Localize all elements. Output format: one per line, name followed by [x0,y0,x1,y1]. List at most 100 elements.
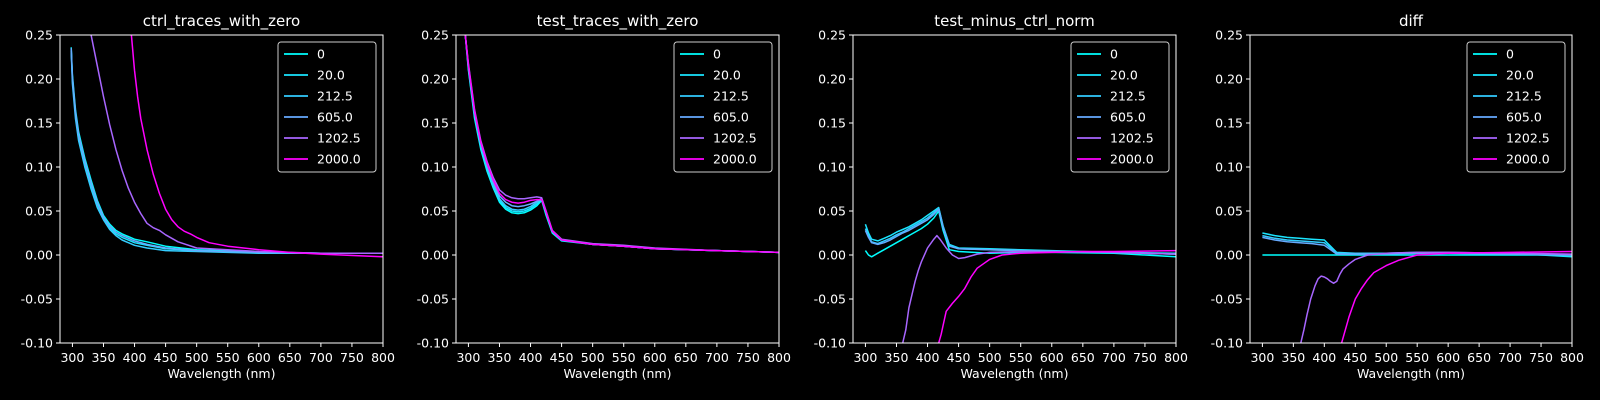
legend: 0 20.0 212.5 605.0 1202.5 2000.0 [673,41,773,173]
legend-entry: 1202.5 [1506,131,1550,146]
x-tick-label: 600 [643,350,667,365]
x-tick-label: 600 [1436,350,1460,365]
x-tick-label: 300 [1250,350,1274,365]
x-tick-label: 800 [371,350,395,365]
axes-frame [1249,34,1573,344]
x-tick-label: 700 [1102,350,1126,365]
axes-frame [455,34,780,344]
plot-area [464,35,779,254]
legend-entry: 212.5 [713,89,749,104]
legend-entry: 212.5 [317,89,353,104]
legend-entry: 2000.0 [1506,152,1550,167]
x-tick-label: 800 [767,350,791,365]
legend-entry: 20.0 [317,68,345,83]
series-line-1202.5 [901,234,1176,343]
series-line-212.5 [864,207,1176,255]
plot-area [70,35,383,258]
x-tick-label: 600 [247,350,271,365]
y-tick-label: 0.10 [25,160,53,175]
y-tick-label: 0.15 [1215,116,1243,131]
series-line-1202.5 [90,35,383,254]
chart-panel: ctrl_traces_with_zero -0.10 -0.05 0.00 0.05 0… [21,12,395,381]
y-tick-label: -0.10 [417,336,449,351]
axes-frame [852,34,1177,344]
x-tick-label: 600 [1040,350,1064,365]
y-tick-label: -0.05 [21,292,53,307]
x-tick-label: 400 [1312,350,1336,365]
legend-entry: 1202.5 [713,131,757,146]
y-tick-label: 0.20 [1215,72,1243,87]
series-line-2000.0 [130,35,383,258]
legend-entry: 0 [1506,47,1514,62]
x-tick-label: 400 [519,350,543,365]
x-tick-label: 650 [1071,350,1095,365]
x-tick-label: 400 [123,350,147,365]
legend-entry: 605.0 [1110,110,1146,125]
x-tick-label: 500 [1374,350,1398,365]
x-tick-label: 800 [1560,350,1584,365]
y-tick-label: 0.10 [818,160,846,175]
x-tick-label: 700 [309,350,333,365]
y-tick-label: 0.20 [421,72,449,87]
y-tick-label: 0.00 [25,248,53,263]
legend-entry: 1202.5 [1110,131,1154,146]
chart-panel: diff -0.10 -0.05 0.00 0.05 0.10 0.15 0.20 0.25 30… [1211,12,1584,381]
x-tick-label: 500 [581,350,605,365]
y-tick-label: -0.05 [814,292,846,307]
x-tick-label: 550 [216,350,240,365]
x-tick-label: 700 [705,350,729,365]
x-tick-label: 650 [674,350,698,365]
series-line-20.0 [864,206,1176,254]
y-tick-label: 0.15 [421,116,449,131]
y-tick-label: 0.05 [421,204,449,219]
y-tick-label: 0.05 [818,204,846,219]
legend-entry: 0 [713,47,721,62]
y-tick-label: 0.25 [25,28,53,43]
legend: 0 20.0 212.5 605.0 1202.5 2000.0 [277,41,377,173]
x-tick-label: 350 [488,350,512,365]
x-tick-label: 550 [1009,350,1033,365]
y-tick-label: 0.25 [1215,28,1243,43]
y-tick-label: -0.05 [417,292,449,307]
y-tick-label: 0.00 [818,248,846,263]
series-line-212.5 [70,50,383,254]
chart-title: test_traces_with_zero [537,12,699,31]
plot-area [1262,232,1572,343]
x-tick-label: 450 [1343,350,1367,365]
x-tick-label: 350 [1281,350,1305,365]
y-tick-label: -0.10 [1211,336,1243,351]
x-tick-label: 400 [916,350,940,365]
x-tick-label: 800 [1164,350,1188,365]
x-axis-label: Wavelength (nm) [1357,366,1465,381]
x-axis-label: Wavelength (nm) [961,366,1069,381]
x-tick-label: 750 [1133,350,1157,365]
legend-entry: 20.0 [713,68,741,83]
x-tick-label: 350 [92,350,116,365]
x-tick-label: 300 [456,350,480,365]
x-tick-label: 550 [1405,350,1429,365]
y-tick-label: 0.00 [421,248,449,263]
x-tick-label: 350 [885,350,909,365]
x-tick-label: 450 [550,350,574,365]
legend-entry: 212.5 [1110,89,1146,104]
legend-entry: 605.0 [713,110,749,125]
x-tick-label: 450 [947,350,971,365]
x-tick-label: 300 [60,350,84,365]
legend-entry: 0 [1110,47,1118,62]
y-tick-label: 0.20 [25,72,53,87]
y-tick-label: 0.20 [818,72,846,87]
chart-title: test_minus_ctrl_norm [934,12,1095,31]
y-tick-label: 0.15 [818,116,846,131]
legend-entry: 20.0 [1110,68,1138,83]
chart-panel: test_traces_with_zero -0.10 -0.05 0.00 0.05 0… [417,12,791,381]
x-tick-label: 700 [1498,350,1522,365]
series-line-605.0 [70,48,383,254]
legend-entry: 2000.0 [713,152,757,167]
legend-entry: 2000.0 [1110,152,1154,167]
legend: 0 20.0 212.5 605.0 1202.5 2000.0 [1466,41,1566,173]
x-tick-label: 650 [1467,350,1491,365]
y-tick-label: 0.10 [1215,160,1243,175]
legend-entry: 1202.5 [317,131,361,146]
y-tick-label: 0.00 [1215,248,1243,263]
